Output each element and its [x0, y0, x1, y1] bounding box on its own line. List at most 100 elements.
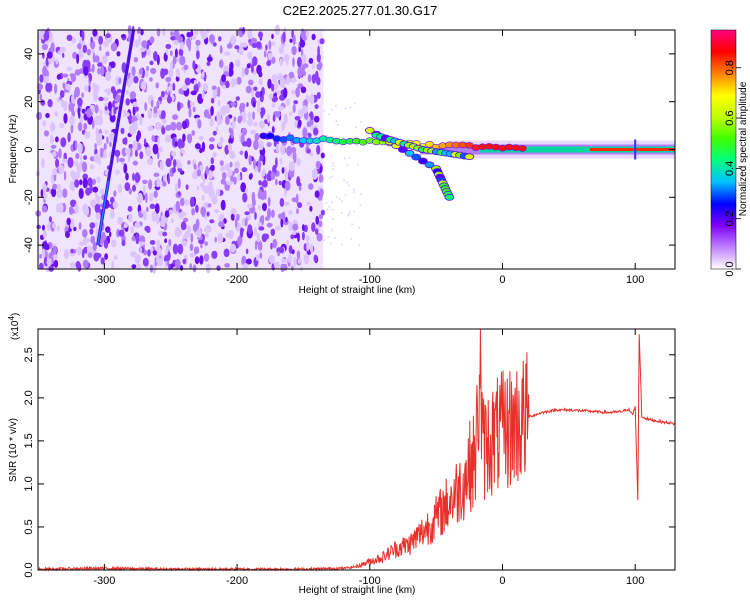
colorbar-tick-label: 0.0 [724, 261, 736, 276]
noise-blob [170, 217, 174, 224]
noise-blob [233, 116, 236, 122]
noise-blob [59, 46, 66, 53]
noise-blob [279, 77, 286, 88]
noise-blob [171, 151, 176, 157]
noise-blob [252, 56, 258, 67]
noise-blob [199, 147, 203, 154]
noise-blob [149, 60, 154, 66]
noise-blob [237, 236, 243, 247]
noise-blob [248, 79, 254, 86]
noise-blob [297, 56, 302, 68]
noise-blob [39, 262, 44, 270]
noise-blob [209, 118, 214, 127]
noise-blob [78, 241, 84, 247]
noise-blob [287, 254, 293, 264]
noise-blob [308, 57, 314, 64]
noise-blob [319, 38, 325, 45]
noise-blob [154, 203, 160, 214]
noise-blob [189, 196, 195, 208]
noise-blob [117, 183, 123, 194]
noise-blob [261, 215, 265, 220]
noise-blob [288, 168, 295, 178]
noise-blob [110, 208, 115, 220]
noise-blob [54, 111, 59, 117]
spectrogram-x-ticks: -300 -200 -100 0 100 [93, 30, 644, 286]
noise-speck [330, 229, 333, 232]
noise-blob [153, 190, 158, 198]
colorbar-tick-label: 0.6 [724, 110, 736, 125]
noise-blob [244, 150, 248, 160]
noise-blob [114, 102, 119, 108]
noise-blob [43, 130, 50, 137]
noise-speck [331, 208, 334, 211]
noise-blob [46, 51, 53, 59]
snr-y-tick-label: 2.0 [23, 390, 35, 405]
spectrogram-y-tick-label: -20 [23, 189, 35, 205]
noise-blob [57, 183, 62, 191]
noise-blob [182, 133, 186, 142]
noise-speck [351, 223, 354, 226]
noise-blob [282, 121, 286, 130]
noise-blob [42, 230, 48, 239]
noise-blob [157, 150, 160, 160]
noise-speck [353, 191, 356, 194]
noise-blob [92, 52, 96, 63]
noise-blob [226, 181, 233, 186]
noise-blob [167, 175, 170, 185]
noise-blob [211, 250, 218, 259]
noise-blob [156, 100, 160, 110]
noise-blob [253, 226, 258, 237]
noise-blob [288, 161, 295, 172]
noise-blob [179, 55, 186, 66]
noise-blob [204, 241, 208, 246]
noise-blob [120, 127, 125, 135]
noise-blob [196, 228, 202, 239]
noise-speck [347, 184, 350, 187]
noise-blob [281, 211, 286, 220]
noise-blob [88, 252, 93, 259]
noise-blob [193, 79, 197, 85]
noise-speck [323, 109, 326, 112]
noise-blob [258, 78, 263, 86]
noise-blob [254, 133, 260, 142]
noise-blob [268, 254, 275, 264]
noise-blob [206, 211, 210, 217]
noise-blob [57, 50, 62, 55]
noise-blob [267, 208, 271, 219]
noise-speck [327, 236, 330, 238]
noise-blob [174, 226, 181, 238]
noise-blob [37, 83, 44, 91]
noise-blob [183, 217, 189, 223]
noise-blob [239, 102, 246, 110]
noise-blob [62, 73, 69, 78]
noise-blob [165, 124, 172, 131]
noise-blob [264, 119, 268, 125]
noise-blob [181, 149, 186, 154]
noise-blob [56, 203, 60, 213]
noise-blob [209, 219, 215, 224]
noise-blob [271, 209, 275, 218]
noise-blob [242, 263, 249, 269]
noise-blob [147, 249, 151, 257]
branch-blob [444, 193, 455, 201]
noise-blob [303, 63, 309, 69]
noise-blob [177, 101, 181, 112]
noise-blob [275, 90, 282, 95]
noise-blob [145, 206, 149, 212]
noise-blob [68, 206, 74, 215]
noise-blob [267, 113, 270, 124]
noise-blob [201, 195, 205, 201]
snr-multiplier-exp: 4 [7, 316, 16, 321]
noise-blob [230, 213, 235, 221]
noise-blob [91, 120, 95, 130]
noise-blob [104, 106, 108, 111]
noise-blob [195, 39, 201, 46]
noise-blob [266, 142, 272, 147]
noise-blob [227, 143, 233, 152]
noise-blob [216, 188, 221, 197]
noise-blob [319, 188, 324, 196]
noise-blob [281, 263, 288, 271]
noise-blob [311, 33, 316, 41]
noise-blob [281, 167, 285, 174]
